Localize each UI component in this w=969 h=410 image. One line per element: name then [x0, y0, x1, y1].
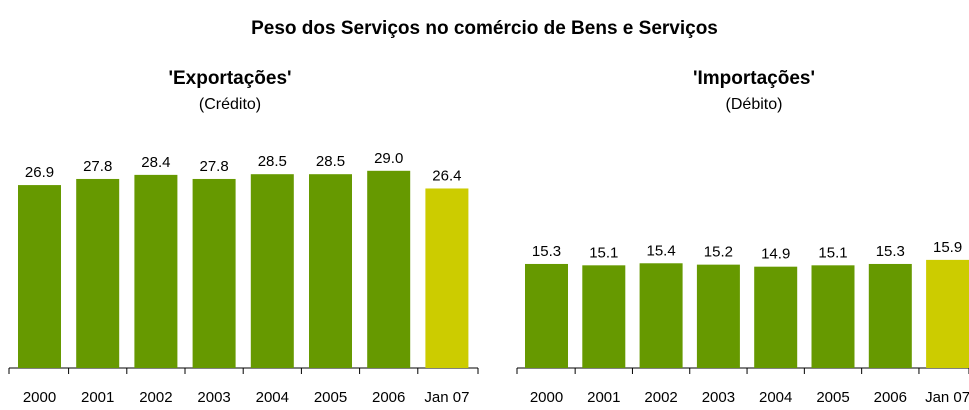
imports-bar-2006	[868, 263, 912, 368]
exports-bar-2002	[134, 174, 178, 368]
exports-bar-2003	[192, 178, 236, 368]
imports-chart-title: 'Importações'	[692, 68, 815, 89]
exports-category-label: 2002	[139, 389, 172, 406]
exports-bar-2001	[76, 178, 120, 368]
exports-bar-2006	[367, 170, 411, 368]
imports-value-label: 15.2	[704, 244, 733, 261]
exports-value-label: 28.4	[141, 154, 170, 171]
imports-bar-2004	[754, 266, 798, 368]
exports-category-label: 2005	[314, 389, 347, 406]
imports-category-label: Jan 07	[925, 389, 969, 406]
imports-value-label: 15.4	[646, 242, 675, 259]
imports-value-label: 15.9	[933, 239, 962, 256]
exports-category-label: 2003	[197, 389, 230, 406]
exports-category-label: 2004	[256, 389, 289, 406]
exports-chart-title: 'Exportações'	[168, 68, 292, 89]
exports-category-label: 2006	[372, 389, 405, 406]
imports-value-label: 14.9	[761, 246, 790, 263]
imports-bar-2000	[525, 263, 568, 368]
imports-bar-jan-07	[926, 259, 969, 368]
exports-bar-2004	[250, 174, 294, 368]
imports-bar-2001	[582, 265, 626, 368]
exports-value-label: 28.5	[316, 153, 345, 170]
exports-value-label: 26.4	[432, 167, 461, 184]
chart-main-title: Peso dos Serviços no comércio de Bens e …	[251, 18, 718, 39]
imports-category-label: 2001	[587, 389, 620, 406]
imports-bar-2003	[696, 264, 740, 368]
exports-bar-2000	[18, 185, 61, 368]
imports-category-label: 2000	[530, 389, 563, 406]
exports-value-label: 26.9	[25, 164, 54, 181]
imports-bar-2005	[811, 265, 855, 368]
exports-bar-2005	[309, 174, 352, 368]
imports-category-label: 2004	[759, 389, 792, 406]
exports-category-label: Jan 07	[424, 389, 469, 406]
imports-value-label: 15.1	[589, 244, 618, 261]
imports-category-label: 2002	[644, 389, 677, 406]
imports-category-label: 2003	[702, 389, 735, 406]
exports-bar-jan-07	[425, 188, 469, 368]
imports-bar-2002	[639, 263, 683, 368]
exports-category-label: 2000	[23, 389, 56, 406]
exports-value-label: 27.8	[199, 158, 228, 175]
imports-chart-subtitle: (Débito)	[725, 96, 783, 113]
exports-value-label: 27.8	[83, 158, 112, 175]
imports-category-label: 2005	[816, 389, 849, 406]
imports-value-label: 15.3	[532, 243, 561, 260]
imports-value-label: 15.3	[876, 243, 905, 260]
exports-chart-subtitle: (Crédito)	[198, 96, 262, 113]
imports-category-label: 2006	[874, 389, 907, 406]
exports-category-label: 2001	[81, 389, 114, 406]
imports-value-label: 15.1	[818, 244, 847, 261]
exports-value-label: 28.5	[258, 153, 287, 170]
exports-value-label: 29.0	[374, 150, 403, 167]
